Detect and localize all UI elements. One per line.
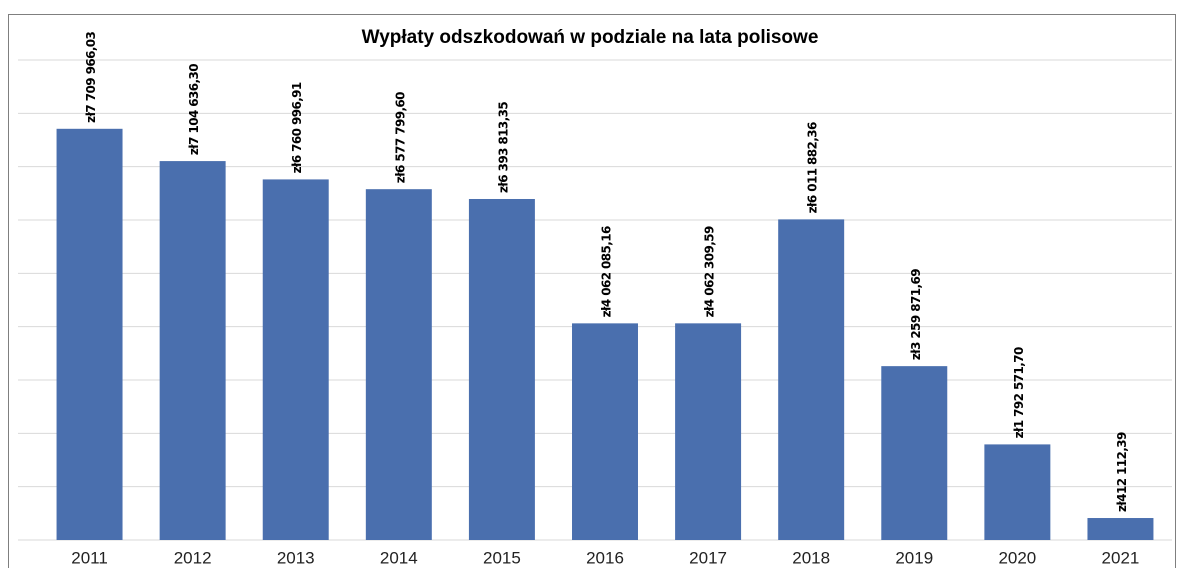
value-label: zł1 792 571,70 [1012, 347, 1026, 438]
bar [56, 128, 123, 540]
bar [1087, 518, 1154, 540]
x-tick-label: 2015 [483, 548, 521, 567]
bar [159, 161, 226, 540]
bar [365, 189, 432, 540]
value-label: zł4 062 085,16 [600, 226, 614, 317]
bar [778, 219, 845, 540]
value-label: zł6 577 799,60 [393, 92, 407, 183]
x-tick-label: 2021 [1102, 548, 1140, 567]
value-label: zł6 760 996,91 [290, 82, 304, 173]
bar [984, 444, 1051, 540]
chart-title: Wypłaty odszkodowań w podziale na lata p… [362, 27, 819, 48]
x-tick-label: 2020 [998, 548, 1036, 567]
bar [675, 323, 742, 540]
x-tick-label: 2014 [380, 548, 418, 567]
value-label: zł6 011 882,36 [806, 122, 820, 213]
x-tick-label: 2018 [792, 548, 830, 567]
value-label: zł7 104 636,30 [187, 64, 201, 155]
bar [468, 198, 535, 540]
value-label: zł6 393 813,35 [496, 102, 510, 193]
x-tick-label: 2019 [895, 548, 933, 567]
bar [262, 179, 329, 540]
value-label: zł3 259 871,69 [909, 269, 923, 360]
x-tick-label: 2016 [586, 548, 624, 567]
x-tick-label: 2012 [174, 548, 212, 567]
x-tick-label: 2011 [71, 548, 108, 567]
value-label: zł412 112,39 [1115, 432, 1129, 512]
bar [881, 366, 948, 540]
value-label: zł7 709 966,03 [84, 31, 98, 122]
bar [572, 323, 638, 540]
x-tick-label: 2013 [277, 548, 315, 567]
value-label: zł4 062 309,59 [703, 226, 717, 317]
x-tick-label: 2017 [689, 548, 727, 567]
